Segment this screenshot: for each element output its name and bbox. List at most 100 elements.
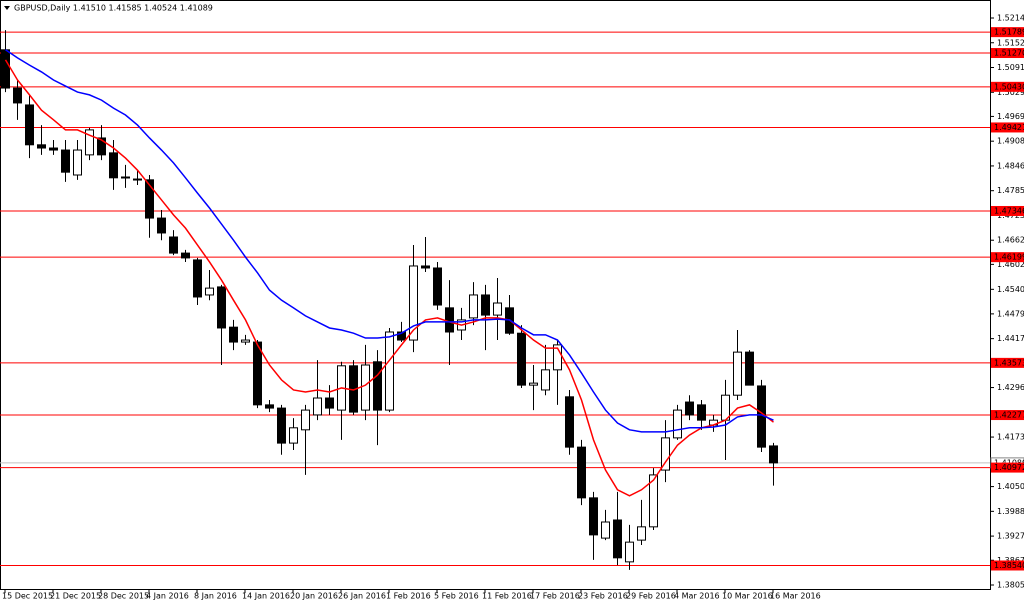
x-tick-label: 20 Jan 2016 [290,592,338,601]
candle-body-down [13,87,22,104]
candle-body-down [157,217,166,234]
y-tick-label: 1.51525 [997,38,1024,47]
candle-body-up [313,397,322,416]
candle-body-up [733,351,742,396]
candle-body-down [577,446,586,499]
candle-body-up [529,382,538,386]
candle-body-up [625,541,634,563]
y-tick-label: 1.49695 [997,112,1024,121]
candle-body-down [37,144,46,149]
candle-body-down [697,404,706,421]
x-tick-label: 29 Feb 2016 [626,592,676,601]
level-box [991,560,1024,571]
candle-body-down [433,267,442,306]
y-tick-label: 1.44175 [997,334,1024,343]
y-tick-label: 1.39885 [997,507,1024,516]
candle-body-up [673,409,682,439]
x-tick-label: 23 Feb 2016 [578,592,628,601]
y-tick-label: 1.49080 [997,137,1024,146]
candle-body-up [85,129,94,156]
candle-body-down [517,332,526,386]
candle-body-down [61,149,70,173]
level-label: 1.43573 [994,358,1024,367]
x-tick-label: 15 Dec 2015 [2,592,53,601]
level-label: 1.38540 [994,561,1024,570]
candle-body-down [481,294,490,316]
level-box [991,122,1024,133]
y-tick-label: 1.46620 [997,236,1024,245]
x-tick-label: 16 Mar 2016 [770,592,821,601]
y-tick-label: 1.50295 [997,88,1024,97]
candle-body-down [325,397,334,409]
y-tick-label: 1.39270 [997,532,1024,541]
candle-body-down [589,497,598,536]
candle-body-up [121,176,130,179]
candle-body-up [205,287,214,296]
candle-body-down [745,351,754,386]
candle-body-up [637,526,646,541]
y-tick-label: 1.47850 [997,186,1024,195]
level-box [991,252,1024,263]
candle-body-down [253,341,262,406]
candle-body-down [109,152,118,179]
y-tick-label: 1.48465 [997,161,1024,170]
candle-body-up [301,409,310,431]
level-box [991,205,1024,216]
y-tick-label: 1.46020 [997,260,1024,269]
candle-body-up [361,364,370,411]
candle-body-down [229,326,238,343]
y-tick-label: 1.52140 [997,13,1024,22]
level-box [991,357,1024,368]
x-tick-label: 1 Feb 2016 [386,592,431,601]
x-tick-label: 10 Mar 2016 [722,592,773,601]
level-label: 1.49421 [994,123,1024,132]
chart-title: GBPUSD,Daily 1.41510 1.41585 1.40524 1.4… [14,4,213,13]
x-tick-label: 14 Jan 2016 [242,592,290,601]
menu-arrow[interactable] [4,6,10,10]
x-tick-label: 26 Jan 2016 [338,592,386,601]
candle-body-down [613,519,622,559]
level-box [991,462,1024,473]
candle-body-down [145,179,154,219]
candle-body-up [553,344,562,371]
candle-body-up [73,149,82,176]
candle-body-up [133,178,142,181]
candle-body-down [397,331,406,341]
x-tick-label: 4 Jan 2016 [146,592,189,601]
y-tick-label: 1.40500 [997,482,1024,491]
level-box [991,48,1024,59]
y-tick-label: 1.42960 [997,383,1024,392]
level-label: 1.42277 [994,411,1024,420]
y-tick-label: 1.50910 [997,63,1024,72]
candle-body-down [265,404,274,409]
x-tick-label: 8 Jan 2016 [194,592,237,601]
candle-body-down [277,407,286,444]
level-label: 1.50430 [994,82,1024,91]
candle-body-up [649,474,658,528]
candle-body-up [385,331,394,411]
y-tick-label: 1.44790 [997,309,1024,318]
moving-average [5,49,774,433]
moving-average [4,59,774,497]
level-box [991,27,1024,38]
y-tick-label: 1.38055 [997,581,1024,590]
candle-body-up [493,302,502,316]
candle-body-down [769,445,778,464]
candle-body-down [97,137,106,156]
candle-body-down [421,265,430,269]
level-label: 1.51789 [994,28,1024,37]
candle-body-down [373,361,382,411]
level-label: 1.47346 [994,206,1024,215]
level-box [991,410,1024,421]
candle-body-down [193,259,202,298]
candle-body-up [469,294,478,319]
y-tick-label: 1.38670 [997,556,1024,565]
candle-body-up [241,339,250,343]
candle-body-down [181,252,190,259]
y-tick-label: 1.45400 [997,285,1024,294]
level-box [991,81,1024,92]
candle-body-down [169,236,178,254]
x-tick-label: 21 Dec 2015 [50,592,101,601]
